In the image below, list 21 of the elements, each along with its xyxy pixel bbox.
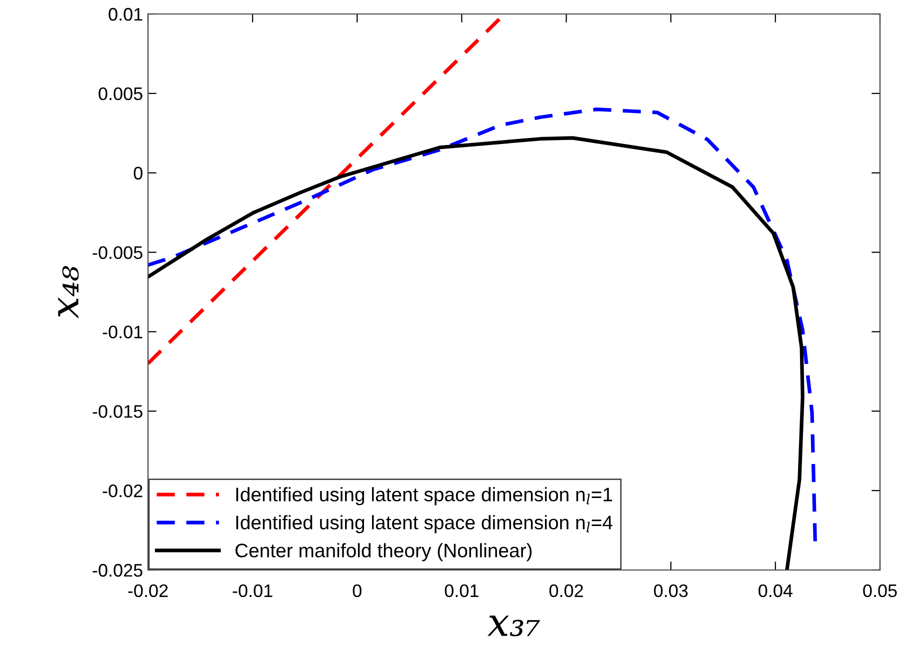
y-tick-label: -0.025: [92, 564, 142, 577]
x-tick-label: -0.02: [128, 584, 168, 598]
y-tick-label: 0.005: [98, 87, 142, 100]
x-tick-label: 0.01: [444, 584, 478, 598]
y-tick-label: 0.01: [108, 8, 142, 21]
y-tick-label: -0.005: [92, 246, 142, 260]
y-tick-label: -0.02: [102, 484, 142, 498]
y-tick-label: 0: [134, 166, 142, 180]
legend-label: Identified using latent space dimension n$_{l}$=1: [236, 487, 612, 506]
y-tick-label: -0.01: [102, 326, 142, 338]
y-axis-title: x₄₈: [58, 266, 79, 318]
x-tick-label: 0.05: [863, 584, 897, 598]
x-axis-title: x₃₇: [488, 616, 540, 636]
x-tick-label: 0.02: [549, 584, 583, 598]
x-tick-label: -0.01: [232, 584, 272, 598]
x-tick-label: 0.04: [758, 584, 792, 598]
legend-label: Identified using latent space dimension n$_{l}$=4: [236, 515, 612, 534]
y-tick-label: -0.015: [92, 405, 142, 418]
x-tick-label: 0: [352, 584, 362, 598]
x-tick-label: 0.03: [654, 584, 688, 598]
legend-label: Center manifold theory (Nonlinear): [236, 543, 532, 562]
